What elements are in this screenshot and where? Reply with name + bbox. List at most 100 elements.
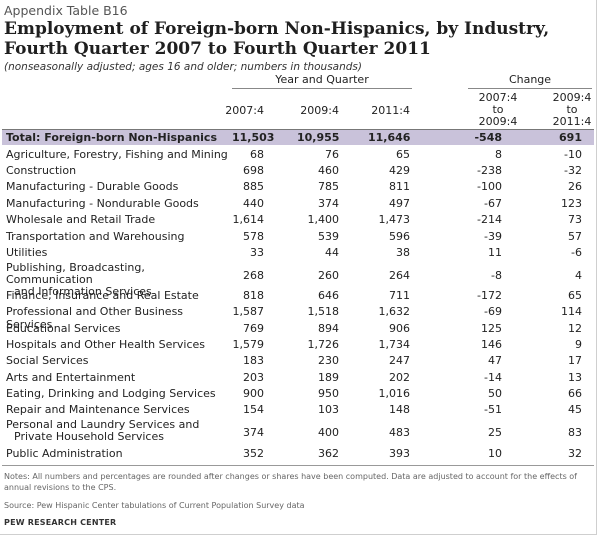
row-label: Repair and Maintenance Services — [6, 403, 190, 416]
cell-2009: 10,955 — [297, 131, 340, 144]
cell-2009: 230 — [318, 354, 339, 367]
footer-divider — [2, 465, 594, 466]
row-label-line-1: Personal and Laundry Services and — [6, 418, 200, 431]
group-header-change: Change — [508, 73, 552, 86]
cell-change-2: 83 — [568, 426, 582, 439]
cell-change-2: 65 — [568, 289, 582, 302]
table-row-total: Total: Foreign-born Non-Hispanics 11,503… — [2, 130, 594, 145]
cell-2011: 393 — [389, 447, 410, 460]
cell-2009: 260 — [318, 269, 339, 282]
cell-change-1: 11 — [488, 246, 502, 259]
cell-2011: 1,734 — [378, 338, 411, 351]
cell-2007: 374 — [243, 426, 264, 439]
cell-2007: 900 — [243, 387, 264, 400]
cell-2009: 539 — [318, 230, 339, 243]
cell-change-2: 691 — [559, 131, 582, 144]
cell-change-2: 26 — [568, 180, 582, 193]
title-line-1: Employment of Foreign-born Non-Hispanics… — [4, 19, 550, 39]
row-label: Arts and Entertainment — [6, 371, 136, 384]
cell-2009: 189 — [318, 371, 339, 384]
row-label: Agriculture, Forestry, Fishing and Minin… — [6, 148, 228, 161]
cell-change-2: 66 — [568, 387, 582, 400]
change-1-to-word: to — [492, 103, 504, 116]
row-label: Public Administration — [6, 447, 123, 460]
cell-2007: 154 — [243, 403, 264, 416]
page-title: Employment of Foreign-born Non-Hispanics… — [4, 19, 594, 59]
row-label: Manufacturing - Durable Goods — [6, 180, 179, 193]
cell-2009: 646 — [318, 289, 339, 302]
group-rule-year — [232, 88, 412, 89]
cell-2009: 362 — [318, 447, 339, 460]
cell-change-1: -51 — [484, 403, 502, 416]
cell-change-1: 50 — [488, 387, 502, 400]
cell-2007: 183 — [243, 354, 264, 367]
row-label: Professional and Other Business Services — [6, 305, 184, 331]
subtitle: (nonseasonally adjusted; ages 16 and old… — [4, 61, 362, 73]
cell-change-2: -6 — [571, 246, 582, 259]
cell-2007: 11,503 — [232, 131, 275, 144]
cell-change-2: -32 — [564, 164, 582, 177]
cell-2009: 460 — [318, 164, 339, 177]
cell-2009: 950 — [318, 387, 339, 400]
cell-2011: 429 — [389, 164, 410, 177]
cell-2011: 1,473 — [378, 213, 411, 226]
change-1-from: 2007:4 — [478, 91, 518, 104]
appendix-label: Appendix Table B16 — [4, 3, 128, 18]
cell-change-1: -214 — [477, 213, 502, 226]
cell-change-1: 8 — [495, 148, 502, 161]
row-label: Hospitals and Other Health Services — [6, 338, 206, 351]
title-line-2: Fourth Quarter 2007 to Fourth Quarter 20… — [4, 39, 431, 59]
change-1-to: 2009:4 — [478, 115, 518, 128]
cell-change-2: 4 — [575, 269, 582, 282]
cell-2011: 264 — [389, 269, 410, 282]
cell-change-2: 73 — [568, 213, 582, 226]
row-label-line-2: and Information Services — [14, 285, 152, 298]
cell-2009: 400 — [318, 426, 339, 439]
cell-change-1: -238 — [477, 164, 502, 177]
cell-2007: 1,587 — [232, 305, 265, 318]
cell-2011: 11,646 — [368, 131, 411, 144]
cell-change-2: 123 — [561, 197, 582, 210]
cell-change-1: 47 — [488, 354, 502, 367]
cell-2009: 1,726 — [307, 338, 340, 351]
cell-2007: 33 — [250, 246, 264, 259]
cell-2007: 268 — [243, 269, 264, 282]
cell-change-1: -67 — [484, 197, 502, 210]
cell-2009: 103 — [318, 403, 339, 416]
row-label: Total: Foreign-born Non-Hispanics — [6, 131, 217, 144]
cell-2011: 497 — [389, 197, 410, 210]
cell-2007: 578 — [243, 230, 264, 243]
cell-2009: 374 — [318, 197, 339, 210]
cell-2009: 76 — [325, 148, 339, 161]
cell-change-2: 9 — [575, 338, 582, 351]
row-label-line-2: Private Household Services — [14, 430, 164, 443]
cell-change-1: -39 — [484, 230, 502, 243]
column-header-2009: 2009:4 — [300, 104, 339, 117]
notes-text: Notes: All numbers and percentages are r… — [4, 472, 577, 492]
cell-change-2: 45 — [568, 403, 582, 416]
cell-change-1: -69 — [484, 305, 502, 318]
cell-change-2: 32 — [568, 447, 582, 460]
cell-2011: 38 — [396, 246, 410, 259]
brand-label: PEW RESEARCH CENTER — [4, 518, 117, 527]
cell-2007: 352 — [243, 447, 264, 460]
group-header-year: Year and Quarter — [275, 73, 369, 86]
column-header-change-2: 2009:4 to 2011:4 — [546, 92, 598, 128]
cell-2009: 1,400 — [307, 213, 340, 226]
change-2-from: 2009:4 — [552, 91, 592, 104]
row-label: Social Services — [6, 354, 89, 367]
cell-change-1: 146 — [481, 338, 502, 351]
cell-change-2: 17 — [568, 354, 582, 367]
cell-2007: 769 — [243, 322, 264, 335]
cell-2011: 65 — [396, 148, 410, 161]
cell-change-1: -14 — [484, 371, 502, 384]
column-header-2007: 2007:4 — [225, 104, 264, 117]
cell-2007: 885 — [243, 180, 264, 193]
cell-2007: 68 — [250, 148, 264, 161]
cell-2011: 596 — [389, 230, 410, 243]
cell-2011: 483 — [389, 426, 410, 439]
change-2-to-word: to — [566, 103, 578, 116]
cell-change-2: 13 — [568, 371, 582, 384]
cell-2007: 1,579 — [232, 338, 265, 351]
row-label: Educational Services — [6, 322, 121, 335]
